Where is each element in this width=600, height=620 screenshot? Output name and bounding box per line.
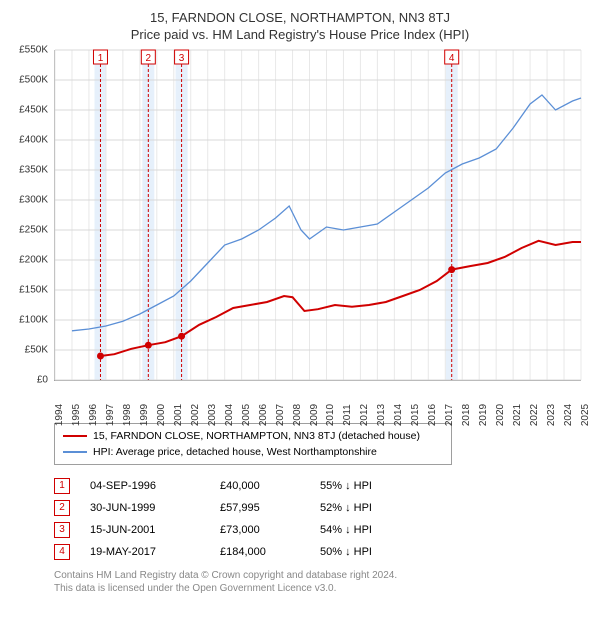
transaction-diff: 50% ↓ HPI — [320, 541, 430, 563]
legend-row-property: 15, FARNDON CLOSE, NORTHAMPTON, NN3 8TJ … — [63, 428, 443, 444]
chart-title-line1: 15, FARNDON CLOSE, NORTHAMPTON, NN3 8TJ — [10, 10, 590, 25]
transaction-marker: 3 — [54, 522, 70, 538]
x-tick-label: 1997 — [105, 404, 116, 426]
y-tick-label: £400K — [19, 135, 48, 146]
x-tick-label: 2011 — [342, 404, 353, 426]
legend: 15, FARNDON CLOSE, NORTHAMPTON, NN3 8TJ … — [54, 423, 452, 465]
x-tick-label: 2012 — [359, 404, 370, 426]
x-tick-label: 2000 — [156, 404, 167, 426]
y-tick-label: £250K — [19, 225, 48, 236]
svg-text:1: 1 — [98, 53, 104, 64]
transactions-table: 1 04-SEP-1996£40,00055% ↓ HPI 2 30-JUN-1999… — [54, 475, 590, 563]
x-tick-label: 1996 — [88, 404, 99, 426]
transaction-diff: 52% ↓ HPI — [320, 497, 430, 519]
footer-line2: This data is licensed under the Open Gov… — [54, 582, 590, 595]
x-tick-label: 2001 — [173, 404, 184, 426]
legend-row-hpi: HPI: Average price, detached house, West… — [63, 444, 443, 460]
transaction-marker: 1 — [54, 478, 70, 494]
x-tick-label: 2006 — [258, 404, 269, 426]
x-tick-label: 2010 — [325, 404, 336, 426]
x-axis-labels: 1994199519961997199819992000200120022003… — [54, 385, 580, 419]
transaction-diff: 55% ↓ HPI — [320, 475, 430, 497]
footer-line1: Contains HM Land Registry data © Crown c… — [54, 569, 590, 582]
y-tick-label: £0 — [37, 375, 48, 386]
transaction-row: 2 30-JUN-1999£57,99552% ↓ HPI — [54, 497, 590, 519]
x-tick-label: 2017 — [444, 404, 455, 426]
x-tick-label: 2007 — [275, 404, 286, 426]
transaction-price: £73,000 — [220, 519, 320, 541]
transaction-marker: 4 — [54, 544, 70, 560]
transaction-price: £57,995 — [220, 497, 320, 519]
legend-label-hpi: HPI: Average price, detached house, West… — [93, 444, 377, 460]
footer-attribution: Contains HM Land Registry data © Crown c… — [54, 569, 590, 595]
legend-label-property: 15, FARNDON CLOSE, NORTHAMPTON, NN3 8TJ … — [93, 428, 420, 444]
transaction-price: £184,000 — [220, 541, 320, 563]
x-tick-label: 2022 — [529, 404, 540, 426]
x-tick-label: 2013 — [376, 404, 387, 426]
chart-container: 15, FARNDON CLOSE, NORTHAMPTON, NN3 8TJ … — [0, 0, 600, 603]
x-tick-label: 2019 — [478, 404, 489, 426]
plot-svg: 1 2 3 4 — [55, 50, 581, 380]
legend-swatch-hpi — [63, 451, 87, 453]
x-tick-label: 2023 — [546, 404, 557, 426]
transaction-price: £40,000 — [220, 475, 320, 497]
y-tick-label: £500K — [19, 75, 48, 86]
x-tick-label: 2004 — [224, 404, 235, 426]
x-tick-label: 1999 — [139, 404, 150, 426]
x-tick-label: 2002 — [190, 404, 201, 426]
transaction-row: 4 19-MAY-2017£184,00050% ↓ HPI — [54, 541, 590, 563]
x-tick-label: 2016 — [427, 404, 438, 426]
svg-text:4: 4 — [449, 53, 455, 64]
y-axis-labels: £0£50K£100K£150K£200K£250K£300K£350K£400… — [10, 50, 50, 380]
y-tick-label: £200K — [19, 255, 48, 266]
transaction-date: 04-SEP-1996 — [90, 475, 220, 497]
svg-text:3: 3 — [179, 53, 185, 64]
transaction-row: 1 04-SEP-1996£40,00055% ↓ HPI — [54, 475, 590, 497]
legend-swatch-property — [63, 435, 87, 437]
transaction-date: 30-JUN-1999 — [90, 497, 220, 519]
transaction-row: 3 15-JUN-2001£73,00054% ↓ HPI — [54, 519, 590, 541]
x-tick-label: 2008 — [292, 404, 303, 426]
transaction-date: 19-MAY-2017 — [90, 541, 220, 563]
chart-area: £0£50K£100K£150K£200K£250K£300K£350K£400… — [54, 50, 590, 419]
transaction-date: 15-JUN-2001 — [90, 519, 220, 541]
y-tick-label: £350K — [19, 165, 48, 176]
x-tick-label: 1995 — [71, 404, 82, 426]
chart-title-line2: Price paid vs. HM Land Registry's House … — [10, 27, 590, 42]
y-tick-label: £300K — [19, 195, 48, 206]
x-tick-label: 2024 — [563, 404, 574, 426]
y-tick-label: £450K — [19, 105, 48, 116]
y-tick-label: £50K — [25, 345, 48, 356]
x-tick-label: 2005 — [241, 404, 252, 426]
y-tick-label: £100K — [19, 315, 48, 326]
x-tick-label: 2009 — [309, 404, 320, 426]
y-tick-label: £150K — [19, 285, 48, 296]
x-tick-label: 2015 — [410, 404, 421, 426]
svg-text:2: 2 — [146, 53, 152, 64]
x-tick-label: 2020 — [495, 404, 506, 426]
x-tick-label: 2014 — [393, 404, 404, 426]
transaction-diff: 54% ↓ HPI — [320, 519, 430, 541]
y-tick-label: £550K — [19, 45, 48, 56]
x-tick-label: 2025 — [580, 404, 591, 426]
transaction-marker: 2 — [54, 500, 70, 516]
x-tick-label: 2003 — [207, 404, 218, 426]
plot-area: 1 2 3 4 — [54, 50, 581, 381]
x-tick-label: 2021 — [512, 404, 523, 426]
x-tick-label: 2018 — [461, 404, 472, 426]
x-tick-label: 1998 — [122, 404, 133, 426]
x-tick-label: 1994 — [54, 404, 65, 426]
